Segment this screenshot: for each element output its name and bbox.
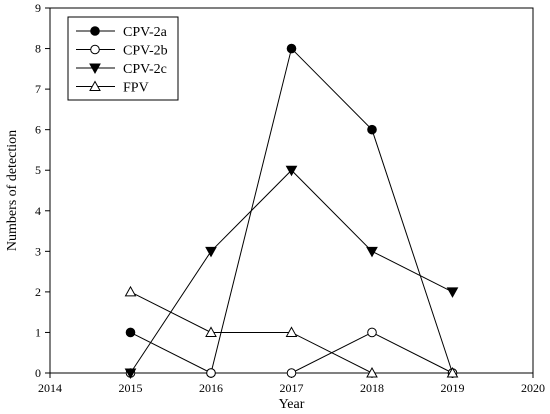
legend-item: CPV-2b	[76, 44, 168, 59]
data-point-cpv-2c	[124, 368, 137, 380]
series-line-cpv-2b	[130, 331, 453, 374]
legend-item: CPV-2c	[76, 62, 167, 77]
x-tick-label: 2019	[441, 381, 465, 395]
legend-marker	[90, 26, 100, 36]
legend-label: CPV-2c	[123, 62, 167, 77]
data-point-cpv-2c	[446, 287, 459, 298]
y-tick-label: 4	[35, 204, 41, 218]
series-cpv-2c	[124, 165, 459, 380]
legend-item: FPV	[76, 80, 149, 96]
data-point-cpv-2b	[367, 327, 377, 338]
data-point-cpv-2b	[286, 368, 297, 378]
legend-label: FPV	[123, 81, 149, 96]
y-tick-label: 7	[35, 82, 41, 96]
x-tick-label: 2015	[119, 381, 143, 395]
series-fpv	[124, 285, 459, 378]
data-point-cpv-2a	[125, 327, 136, 338]
y-tick-label: 3	[35, 244, 41, 258]
legend-label: CPV-2a	[123, 25, 168, 40]
x-axis-title: Year	[279, 397, 305, 412]
data-point-cpv-2c	[285, 165, 298, 177]
y-tick-label: 9	[35, 1, 41, 15]
y-tick-label: 5	[35, 163, 41, 177]
series-layer	[124, 43, 459, 380]
data-point-cpv-2a	[367, 124, 377, 135]
series-line-cpv-2c	[130, 169, 453, 374]
x-tick-label: 2017	[280, 381, 304, 395]
x-tick-label: 2016	[199, 381, 223, 395]
y-tick-label: 1	[35, 325, 41, 339]
data-point-fpv	[124, 285, 137, 297]
y-tick-label: 2	[35, 285, 41, 299]
y-tick-label: 0	[35, 366, 41, 380]
x-tick-label: 2020	[521, 381, 545, 395]
y-tick-label: 8	[35, 42, 41, 56]
legend-item: CPV-2a	[76, 25, 168, 40]
data-point-cpv-2c	[205, 246, 217, 258]
data-point-fpv	[205, 326, 217, 337]
y-tick-label: 6	[35, 123, 41, 137]
legend-marker	[89, 63, 101, 75]
data-point-cpv-2b	[206, 368, 216, 378]
legend-marker	[90, 44, 100, 55]
legend-marker	[89, 80, 101, 91]
y-axis-title: Numbers of detection	[5, 130, 20, 251]
data-point-fpv	[366, 366, 378, 378]
x-tick-label: 2014	[38, 381, 62, 395]
data-point-cpv-2a	[286, 43, 297, 54]
series-line-cpv-2a	[130, 47, 453, 374]
legend: CPV-2a CPV-2b CPV-2c FPV	[67, 16, 179, 101]
data-point-fpv	[446, 366, 459, 378]
data-point-cpv-2c	[366, 246, 378, 258]
x-tick-label: 2018	[360, 381, 384, 395]
data-point-fpv	[285, 326, 298, 337]
legend-label: CPV-2b	[123, 44, 168, 59]
